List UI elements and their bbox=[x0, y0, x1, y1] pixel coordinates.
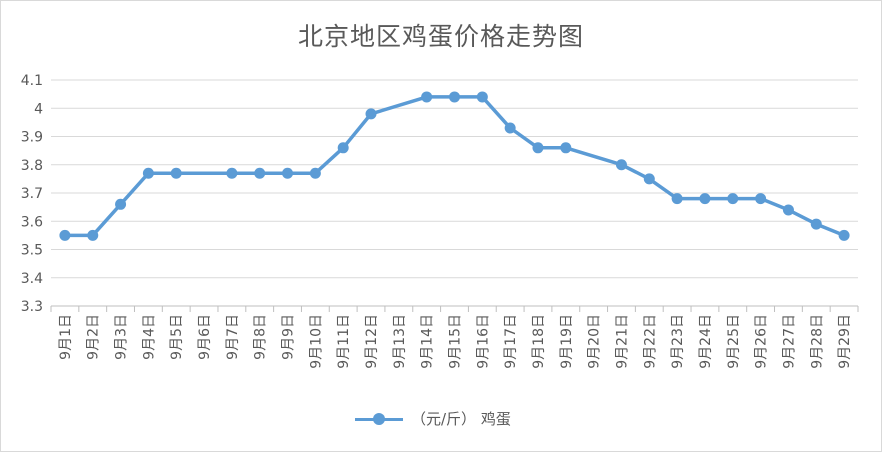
x-tick-label: 9月5日 bbox=[169, 314, 185, 360]
series-line bbox=[63, 95, 846, 238]
x-axis bbox=[50, 305, 859, 312]
y-tick-label: 3.9 bbox=[21, 130, 43, 146]
x-tick-label: 9月12日 bbox=[364, 314, 380, 369]
data-point bbox=[699, 193, 711, 205]
x-tick-label: 9月17日 bbox=[503, 314, 519, 369]
data-point bbox=[87, 229, 99, 241]
data-point bbox=[226, 167, 238, 179]
x-tick-label: 9月8日 bbox=[253, 314, 269, 360]
y-tick-label: 3.4 bbox=[21, 271, 43, 287]
y-tick-label: 4.1 bbox=[21, 73, 43, 89]
data-point bbox=[309, 167, 321, 179]
x-tick-label: 9月20日 bbox=[587, 314, 603, 369]
x-tick-label: 9月27日 bbox=[781, 314, 797, 369]
y-tick-label: 3.5 bbox=[21, 243, 43, 259]
x-tick-label: 9月18日 bbox=[531, 314, 547, 369]
data-point bbox=[671, 193, 683, 205]
x-tick-label: 9月23日 bbox=[670, 314, 686, 369]
x-tick-label: 9月4日 bbox=[141, 314, 157, 360]
y-axis: 3.3 3.4 3.5 3.6 3.7 3.8 3.9 4 4.1 bbox=[21, 73, 43, 315]
data-point bbox=[170, 167, 182, 179]
data-point bbox=[504, 122, 516, 134]
series-line-path bbox=[63, 95, 846, 238]
legend: （元/斤） 鸡蛋 bbox=[355, 408, 511, 429]
x-tick-label: 9月24日 bbox=[698, 314, 714, 369]
data-point bbox=[254, 167, 266, 179]
data-point bbox=[643, 173, 655, 185]
data-point bbox=[337, 142, 349, 154]
data-point bbox=[421, 91, 433, 103]
x-tick-label: 9月25日 bbox=[726, 314, 742, 369]
x-tick-label: 9月21日 bbox=[614, 314, 630, 369]
data-point bbox=[615, 159, 627, 171]
data-point bbox=[755, 193, 767, 205]
data-point bbox=[810, 218, 822, 230]
series-markers bbox=[59, 91, 850, 241]
y-tick-label: 4 bbox=[34, 101, 43, 117]
x-tick-label: 9月11日 bbox=[336, 314, 352, 369]
gridlines bbox=[51, 79, 858, 279]
data-point bbox=[727, 193, 739, 205]
y-tick-label: 3.7 bbox=[21, 186, 43, 202]
y-tick-label: 3.6 bbox=[21, 214, 43, 230]
x-tick-label: 9月28日 bbox=[809, 314, 825, 369]
x-tick-label: 9月10日 bbox=[308, 314, 324, 369]
x-tick-labels: 9月1日 9月2日 9月3日 9月4日 9月5日 9月6日 9月7日 9月8日 9月9日 9月10… bbox=[58, 314, 853, 369]
data-point bbox=[449, 91, 460, 103]
x-tick-label: 9月22日 bbox=[642, 314, 658, 369]
y-tick-label: 3.3 bbox=[21, 299, 43, 315]
x-tick-label: 9月9日 bbox=[281, 314, 297, 360]
data-point bbox=[142, 167, 154, 179]
x-tick-label: 9月2日 bbox=[86, 314, 102, 360]
x-tick-label: 9月19日 bbox=[559, 314, 575, 369]
data-point bbox=[365, 108, 377, 120]
x-tick-label: 9月3日 bbox=[114, 314, 130, 360]
x-tick-label: 9月14日 bbox=[420, 314, 436, 369]
y-tick-label: 3.8 bbox=[21, 158, 43, 174]
data-point bbox=[282, 167, 294, 179]
x-tick-label: 9月15日 bbox=[448, 314, 464, 369]
x-tick-label: 9月16日 bbox=[475, 314, 491, 369]
x-tick-label: 9月29日 bbox=[837, 314, 853, 369]
x-tick-label: 9月1日 bbox=[58, 314, 74, 360]
legend-label: （元/斤） 鸡蛋 bbox=[411, 410, 511, 428]
data-point bbox=[560, 142, 572, 154]
data-point bbox=[532, 142, 544, 154]
data-point bbox=[838, 229, 850, 241]
x-tick-label: 9月6日 bbox=[197, 314, 213, 360]
legend-swatch bbox=[355, 412, 403, 426]
data-point bbox=[115, 198, 127, 210]
x-tick-label: 9月13日 bbox=[392, 314, 408, 369]
data-point bbox=[782, 204, 794, 216]
data-point bbox=[476, 91, 488, 103]
x-tick-label: 9月26日 bbox=[754, 314, 770, 369]
data-point bbox=[59, 229, 71, 241]
x-tick-label: 9月7日 bbox=[225, 314, 241, 360]
chart-title: 北京地区鸡蛋价格走势图 bbox=[297, 22, 584, 51]
